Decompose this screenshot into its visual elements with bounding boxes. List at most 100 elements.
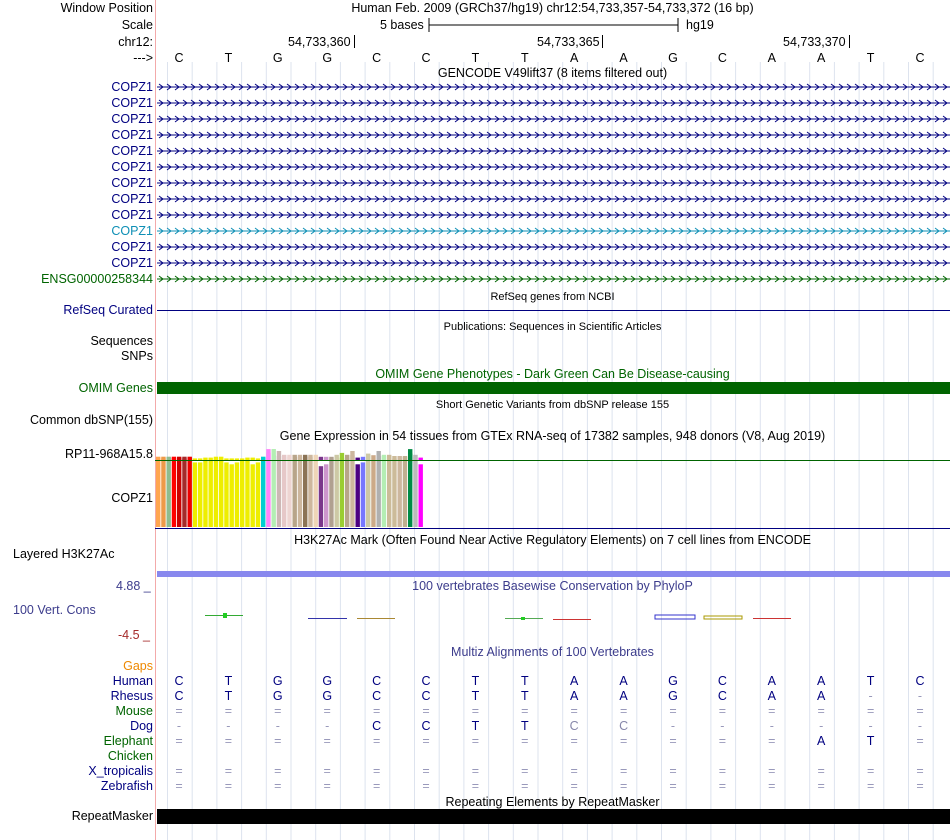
gtex-tissue-bar[interactable] bbox=[303, 454, 308, 527]
gtex-tissue-bar[interactable] bbox=[318, 466, 324, 527]
species-label[interactable]: Mouse bbox=[115, 704, 153, 718]
gtex-small-bar[interactable] bbox=[339, 457, 345, 460]
gtex-small-bar[interactable] bbox=[360, 456, 366, 460]
gtex-small-bar[interactable] bbox=[156, 457, 161, 460]
gtex-tissue-bar[interactable] bbox=[418, 464, 423, 527]
species-label[interactable]: Zebrafish bbox=[100, 779, 153, 793]
gtex-small-bar[interactable] bbox=[224, 458, 229, 460]
gtex-small-bar[interactable] bbox=[255, 458, 261, 460]
gtex-small-bar[interactable] bbox=[161, 458, 166, 460]
gtex-small-bar[interactable] bbox=[166, 457, 171, 460]
gtex-tissue-bar[interactable] bbox=[187, 456, 192, 527]
species-label[interactable]: Elephant bbox=[103, 734, 153, 748]
gencode-gene-label[interactable]: COPZ1 bbox=[111, 128, 153, 142]
window-position-value[interactable]: Human Feb. 2009 (GRCh37/hg19) chr12:54,7… bbox=[351, 1, 754, 15]
gtex-small-bar[interactable] bbox=[292, 456, 297, 460]
gtex-tissue-bar[interactable] bbox=[266, 449, 271, 527]
refseq-title[interactable]: RefSeq genes from NCBI bbox=[490, 291, 615, 303]
gtex-tissue-bar[interactable] bbox=[234, 462, 240, 527]
gtex-title[interactable]: Gene Expression in 54 tissues from GTEx … bbox=[279, 429, 826, 443]
gtex-tissue-bar[interactable] bbox=[408, 449, 413, 527]
gtex-tissue-bar[interactable] bbox=[355, 464, 360, 527]
gtex-small-bar[interactable] bbox=[366, 453, 371, 460]
gencode-gene-label[interactable]: COPZ1 bbox=[111, 80, 153, 94]
gtex-label-small[interactable]: RP11-968A15.8 bbox=[64, 447, 153, 461]
gtex-label-main[interactable]: COPZ1 bbox=[111, 491, 153, 505]
gencode-gene-model[interactable] bbox=[157, 226, 950, 236]
gencode-gene-model[interactable] bbox=[157, 242, 950, 252]
gtex-small-bar[interactable] bbox=[282, 456, 287, 460]
gtex-small-bar[interactable] bbox=[187, 457, 192, 460]
gtex-tissue-bar[interactable] bbox=[213, 456, 219, 527]
gtex-tissue-bar[interactable] bbox=[192, 462, 198, 527]
gtex-small-bar[interactable] bbox=[234, 458, 240, 460]
h3k27ac-signal[interactable] bbox=[157, 571, 950, 577]
gtex-small-bar[interactable] bbox=[198, 458, 203, 460]
gencode-gene-model[interactable] bbox=[157, 82, 950, 92]
gtex-small-bar[interactable] bbox=[177, 458, 182, 460]
gencode-gene-model[interactable] bbox=[157, 258, 950, 268]
gtex-tissue-bar[interactable] bbox=[171, 456, 177, 527]
gtex-small-bar[interactable] bbox=[318, 456, 324, 460]
gencode-gene-label[interactable]: COPZ1 bbox=[111, 240, 153, 254]
gtex-small-bar[interactable] bbox=[392, 456, 397, 460]
gtex-small-bar[interactable] bbox=[387, 456, 392, 460]
gtex-tissue-bar[interactable] bbox=[182, 456, 187, 527]
gtex-tissue-bar[interactable] bbox=[245, 460, 250, 528]
gtex-chart[interactable] bbox=[155, 449, 950, 531]
gencode-gene-label[interactable]: COPZ1 bbox=[111, 144, 153, 158]
gtex-tissue-bar[interactable] bbox=[397, 458, 402, 527]
species-label[interactable]: Human bbox=[112, 674, 153, 688]
gtex-tissue-bar[interactable] bbox=[402, 456, 408, 527]
repeatmasker-bar[interactable] bbox=[157, 809, 950, 824]
gencode-gene-model[interactable] bbox=[157, 130, 950, 140]
gencode-gene-model[interactable] bbox=[157, 146, 950, 156]
snps-label[interactable]: SNPs bbox=[121, 349, 153, 363]
gtex-small-bar[interactable] bbox=[182, 458, 187, 460]
gencode-gene-label[interactable]: COPZ1 bbox=[111, 256, 153, 270]
gaps-label[interactable]: Gaps bbox=[123, 659, 153, 673]
gtex-small-bar[interactable] bbox=[334, 457, 339, 460]
gtex-small-bar[interactable] bbox=[371, 455, 376, 460]
gtex-tissue-bar[interactable] bbox=[345, 454, 350, 527]
gtex-tissue-bar[interactable] bbox=[156, 456, 161, 527]
gtex-tissue-bar[interactable] bbox=[229, 464, 234, 527]
species-label[interactable]: Chicken bbox=[107, 749, 153, 763]
gtex-tissue-bar[interactable] bbox=[287, 454, 292, 527]
gtex-small-bar[interactable] bbox=[397, 456, 402, 460]
gencode-gene-model[interactable] bbox=[157, 274, 950, 284]
gtex-small-bar[interactable] bbox=[324, 456, 329, 460]
gtex-tissue-bar[interactable] bbox=[371, 460, 376, 528]
gtex-tissue-bar[interactable] bbox=[339, 452, 345, 527]
gtex-small-bar[interactable] bbox=[329, 456, 334, 460]
gtex-small-bar[interactable] bbox=[408, 453, 413, 460]
gtex-tissue-bar[interactable] bbox=[198, 462, 203, 527]
gtex-tissue-bar[interactable] bbox=[219, 456, 224, 527]
gtex-tissue-bar[interactable] bbox=[313, 454, 318, 527]
gtex-small-bar[interactable] bbox=[192, 458, 198, 460]
multiz-title[interactable]: Multiz Alignments of 100 Vertebrates bbox=[451, 645, 654, 659]
gtex-small-bar[interactable] bbox=[345, 457, 350, 460]
gencode-gene-label[interactable]: COPZ1 bbox=[111, 208, 153, 222]
gtex-tissue-bar[interactable] bbox=[387, 454, 392, 527]
gencode-gene-label[interactable]: COPZ1 bbox=[111, 192, 153, 206]
phylop-chart[interactable] bbox=[155, 600, 950, 640]
gtex-small-bar[interactable] bbox=[266, 452, 271, 460]
gtex-tissue-bar[interactable] bbox=[208, 460, 213, 528]
species-label[interactable]: Rhesus bbox=[110, 689, 153, 703]
gtex-tissue-bar[interactable] bbox=[392, 458, 397, 527]
gtex-small-bar[interactable] bbox=[219, 458, 224, 460]
gtex-small-bar[interactable] bbox=[355, 457, 360, 460]
gtex-small-bar[interactable] bbox=[240, 458, 245, 460]
gencode-gene-model[interactable] bbox=[157, 210, 950, 220]
gtex-tissue-bar[interactable] bbox=[376, 451, 381, 527]
gtex-tissue-bar[interactable] bbox=[381, 454, 387, 527]
gtex-small-bar[interactable] bbox=[303, 456, 308, 460]
gtex-small-bar[interactable] bbox=[229, 458, 234, 460]
repeatmasker-label[interactable]: RepeatMasker bbox=[71, 809, 153, 823]
gtex-tissue-bar[interactable] bbox=[224, 462, 229, 527]
gtex-tissue-bar[interactable] bbox=[250, 464, 255, 527]
refseq-label[interactable]: RefSeq Curated bbox=[63, 303, 153, 317]
h3k27ac-title[interactable]: H3K27Ac Mark (Often Found Near Active Re… bbox=[294, 533, 811, 547]
omim-title[interactable]: OMIM Gene Phenotypes - Dark Green Can Be… bbox=[375, 367, 730, 381]
